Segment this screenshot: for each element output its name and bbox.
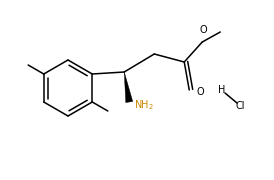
Text: Cl: Cl bbox=[235, 101, 245, 111]
Polygon shape bbox=[124, 72, 133, 103]
Text: O: O bbox=[199, 25, 207, 35]
Text: H: H bbox=[218, 85, 226, 95]
Text: NH$_2$: NH$_2$ bbox=[134, 98, 154, 112]
Text: O: O bbox=[196, 87, 204, 97]
